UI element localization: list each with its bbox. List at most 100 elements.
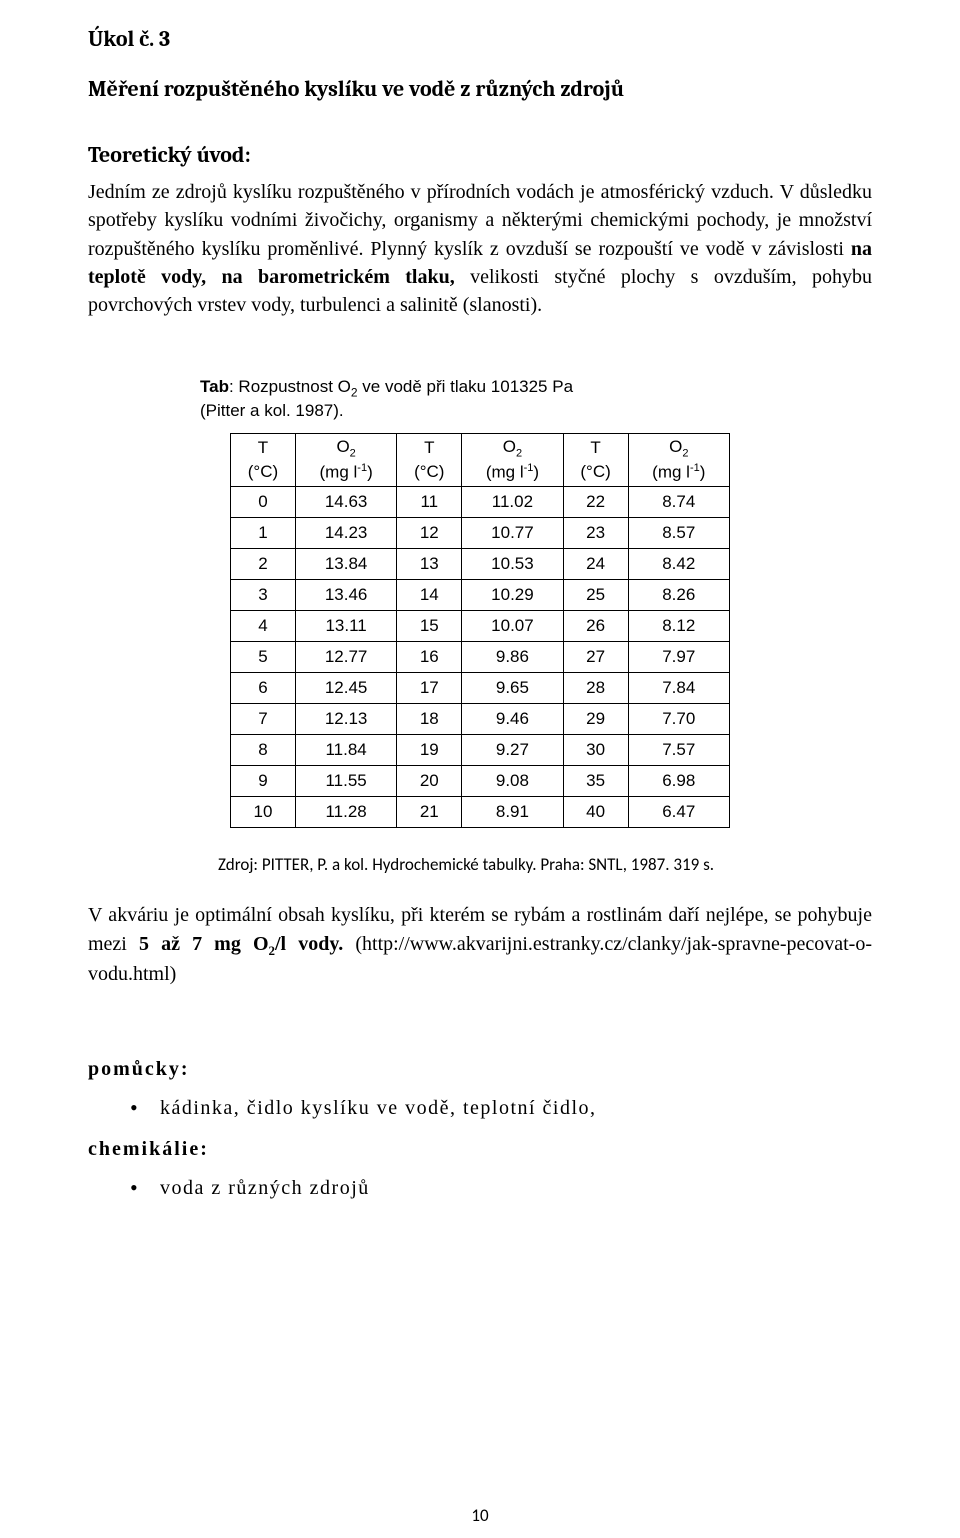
table-cell: 14.23	[295, 518, 396, 549]
task-heading: Úkol č. 3 Měření rozpuštěného kyslíku ve…	[88, 24, 872, 106]
table-row: 811.84199.27307.57	[231, 735, 730, 766]
table-cell: 9	[231, 766, 296, 797]
th-t3-bot: (°C)	[563, 460, 628, 487]
tools-heading: pomůcky:	[88, 1058, 872, 1081]
table-cell: 8.91	[462, 797, 563, 828]
table-cell: 23	[563, 518, 628, 549]
table-cell: 12.45	[295, 673, 396, 704]
th-o2a-bot: (mg l-1)	[295, 460, 396, 487]
table-caption-text1b: ve vodě při tlaku 101325 Pa	[358, 377, 573, 396]
table-cell: 7	[231, 704, 296, 735]
table-cell: 22	[563, 487, 628, 518]
table-cell: 6.98	[628, 766, 729, 797]
task-title: Měření rozpuštěného kyslíku ve vodě z rů…	[88, 74, 872, 106]
table-cell: 21	[397, 797, 462, 828]
intro-text-before: Jedním ze zdrojů kyslíku rozpuštěného v …	[88, 181, 872, 260]
table-cell: 25	[563, 580, 628, 611]
chemicals-list: voda z různých zdrojů	[88, 1177, 872, 1200]
table-cell: 11	[397, 487, 462, 518]
table-cell: 11.84	[295, 735, 396, 766]
table-cell: 24	[563, 549, 628, 580]
table-cell: 12.13	[295, 704, 396, 735]
table-cell: 14.63	[295, 487, 396, 518]
table-row: 712.13189.46297.70	[231, 704, 730, 735]
th-t1-top: T	[231, 434, 296, 461]
tools-item: kádinka, čidlo kyslíku ve vodě, teplotní…	[88, 1097, 872, 1120]
th-o2c-bot-pre: (mg l	[652, 463, 690, 482]
table-row: 014.631111.02228.74	[231, 487, 730, 518]
table-cell: 12.77	[295, 642, 396, 673]
table-cell: 29	[563, 704, 628, 735]
table-cell: 10	[231, 797, 296, 828]
table-cell: 13.46	[295, 580, 396, 611]
chemicals-heading: chemikálie:	[88, 1138, 872, 1161]
table-cell: 12	[397, 518, 462, 549]
table-cell: 7.70	[628, 704, 729, 735]
table-caption-line2: (Pitter a kol. 1987).	[200, 401, 344, 420]
intro-subheading: Teoretický úvod:	[88, 142, 872, 168]
th-o2a-bot-pre: (mg l	[320, 463, 358, 482]
aquarium-paragraph: V akváriu je optimální obsah kyslíku, př…	[88, 901, 872, 988]
table-cell: 8.74	[628, 487, 729, 518]
table-cell: 8.42	[628, 549, 729, 580]
table-cell: 11.55	[295, 766, 396, 797]
table-caption-label: Tab	[200, 377, 229, 396]
table-cell: 18	[397, 704, 462, 735]
page-number: 10	[0, 1505, 960, 1526]
table-cell: 9.86	[462, 642, 563, 673]
table-cell: 11.28	[295, 797, 396, 828]
table-header: T O2 T O2 T O2 (°C) (mg l-1) (°C) (mg l-…	[231, 434, 730, 487]
para2-bold-post: /l vody.	[275, 933, 343, 955]
th-o2a-top-text: O	[336, 437, 349, 456]
table-cell: 9.65	[462, 673, 563, 704]
th-o2a-top: O2	[295, 434, 396, 461]
solubility-table: T O2 T O2 T O2 (°C) (mg l-1) (°C) (mg l-…	[230, 433, 730, 828]
table-cell: 19	[397, 735, 462, 766]
table-cell: 13	[397, 549, 462, 580]
th-o2b-bot-post: )	[533, 463, 539, 482]
table-caption-text1: : Rozpustnost O	[229, 377, 351, 396]
th-o2c-bot-post: )	[700, 463, 706, 482]
th-o2b-bot-pre: (mg l	[486, 463, 524, 482]
table-cell: 0	[231, 487, 296, 518]
page: Úkol č. 3 Měření rozpuštěného kyslíku ve…	[0, 0, 960, 1538]
table-cell: 30	[563, 735, 628, 766]
table-cell: 20	[397, 766, 462, 797]
table-row: 911.55209.08356.98	[231, 766, 730, 797]
table-cell: 8.12	[628, 611, 729, 642]
table-cell: 10.77	[462, 518, 563, 549]
th-t2-top: T	[397, 434, 462, 461]
table-row: 512.77169.86277.97	[231, 642, 730, 673]
th-o2a-bot-post: )	[367, 463, 373, 482]
table-caption: Tab: Rozpustnost O2 ve vodě při tlaku 10…	[200, 376, 740, 424]
th-o2c-top-text: O	[669, 437, 682, 456]
table-cell: 26	[563, 611, 628, 642]
intro-block: Teoretický úvod: Jedním ze zdrojů kyslík…	[88, 142, 872, 320]
th-o2c-top-sub: 2	[682, 447, 688, 459]
table-row: 612.45179.65287.84	[231, 673, 730, 704]
tools-list: kádinka, čidlo kyslíku ve vodě, teplotní…	[88, 1097, 872, 1120]
table-cell: 15	[397, 611, 462, 642]
table-caption-sub: 2	[351, 385, 358, 399]
table-cell: 8.26	[628, 580, 729, 611]
th-o2b-top: O2	[462, 434, 563, 461]
table-cell: 10.07	[462, 611, 563, 642]
table-cell: 13.84	[295, 549, 396, 580]
table-row: 114.231210.77238.57	[231, 518, 730, 549]
table-cell: 35	[563, 766, 628, 797]
table-cell: 9.46	[462, 704, 563, 735]
th-o2b-bot: (mg l-1)	[462, 460, 563, 487]
table-cell: 7.84	[628, 673, 729, 704]
th-o2a-bot-sup: -1	[357, 462, 367, 474]
table-cell: 7.97	[628, 642, 729, 673]
th-o2c-top: O2	[628, 434, 729, 461]
table-row: 1011.28218.91406.47	[231, 797, 730, 828]
table-cell: 6	[231, 673, 296, 704]
table-cell: 9.27	[462, 735, 563, 766]
table-cell: 11.02	[462, 487, 563, 518]
table-cell: 2	[231, 549, 296, 580]
table-body: 014.631111.02228.74114.231210.77238.5721…	[231, 487, 730, 828]
table-cell: 6.47	[628, 797, 729, 828]
th-o2b-bot-sup: -1	[524, 462, 534, 474]
intro-paragraph: Jedním ze zdrojů kyslíku rozpuštěného v …	[88, 178, 872, 320]
